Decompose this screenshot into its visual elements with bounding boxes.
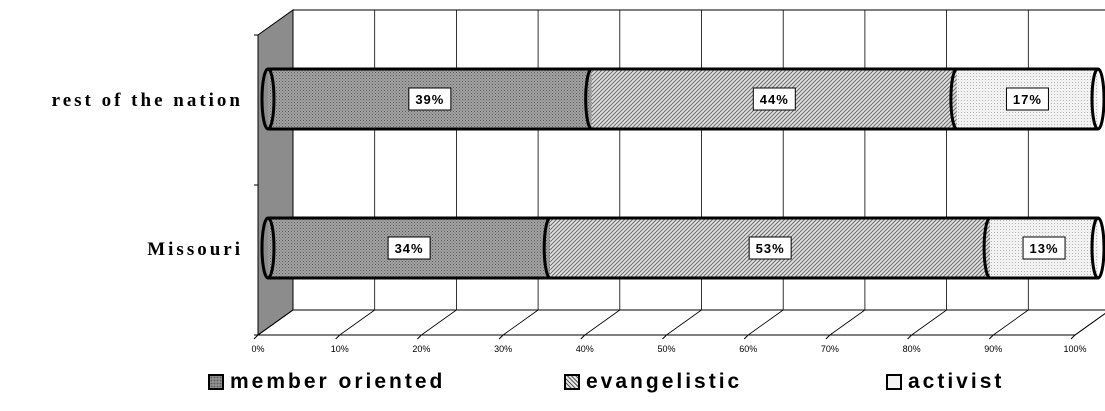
bar-left-cap	[260, 216, 276, 280]
x-tick-4	[580, 334, 586, 340]
x-tick-label: 40%	[576, 344, 594, 354]
category-label: rest of the nation	[52, 90, 243, 111]
data-label-activist-rest-of-the-nation: 17%	[1005, 87, 1049, 111]
floor-gridline-9	[993, 309, 1029, 336]
data-label: 13%	[1030, 241, 1059, 256]
x-tick-1	[335, 334, 341, 340]
data-label-box	[387, 236, 431, 260]
floor-gridline-4	[584, 309, 621, 336]
bar-outline	[268, 216, 1098, 280]
x-tick-label: 30%	[494, 344, 512, 354]
legend-item-member-oriented: member oriented	[208, 370, 445, 394]
x-tick-2	[417, 334, 422, 340]
floor-gridline-0	[257, 309, 294, 336]
x-tick-8	[907, 334, 912, 340]
data-label-member-oriented-rest-of-the-nation: 39%	[408, 87, 452, 111]
floor-gridline-5	[666, 309, 702, 336]
floor-gridline-6	[747, 309, 784, 336]
x-tick-label: 20%	[412, 344, 430, 354]
data-label-box	[748, 236, 792, 260]
x-tick-5	[662, 334, 667, 340]
data-label: 44%	[760, 92, 789, 107]
x-tick-7	[825, 334, 831, 340]
data-label: 17%	[1013, 92, 1042, 107]
legend-label-evangelistic: evangelistic	[586, 370, 743, 393]
floor-gridline-7	[829, 309, 866, 336]
data-label-evangelistic-rest-of-the-nation: 44%	[752, 87, 796, 111]
side-wall	[257, 9, 294, 336]
legend-item-activist: activist	[886, 370, 1004, 394]
x-tick-label: 10%	[331, 344, 349, 354]
data-label-member-oriented-missouri: 34%	[387, 236, 431, 260]
bar-left-cap	[260, 67, 276, 131]
floor-gridline-1	[339, 309, 375, 336]
x-tick-10	[1070, 334, 1076, 340]
legend-label-member-oriented: member oriented	[230, 370, 446, 393]
stacked-bar-chart: 0% 10% 20% 30% 40% 50% 60% 70% 80% 90% 100% rest o…	[52, 9, 1105, 354]
floor	[256, 309, 1105, 336]
x-tick-label: 90%	[984, 344, 1002, 354]
x-tick-6	[743, 334, 749, 340]
x-tick-0	[253, 334, 259, 340]
y-axis: rest of the nation Missouri	[52, 90, 243, 260]
legend-label-activist: activist	[908, 370, 1005, 393]
floor-gridline-2	[421, 309, 457, 336]
x-tick-label: 50%	[657, 344, 675, 354]
bar-outline	[268, 67, 1098, 131]
data-label-evangelistic-missouri: 53%	[748, 236, 792, 260]
data-label-box	[408, 87, 452, 111]
data-label-box	[1022, 236, 1066, 260]
data-label-activist-missouri: 13%	[1022, 236, 1066, 260]
legend-swatch-activist	[886, 374, 902, 390]
data-label: 34%	[395, 241, 424, 256]
floor-gridline-3	[502, 309, 539, 336]
x-tick-label: 60%	[739, 344, 757, 354]
x-tick-label: 80%	[903, 344, 921, 354]
bars: 39% 44% 17% 34% 53% 13%	[260, 67, 1105, 280]
chart-walls	[256, 9, 1105, 336]
x-tick-label: 100%	[1063, 344, 1086, 354]
data-label: 39%	[415, 92, 444, 107]
data-label-box	[1005, 87, 1049, 111]
x-tick-label: 70%	[821, 344, 839, 354]
floor-gridline-10	[1074, 313, 1105, 336]
floor-gridline-8	[911, 309, 947, 336]
x-tick-3	[498, 334, 504, 340]
legend: member oriented evangelistic activist	[0, 370, 1105, 406]
x-tick-9	[988, 334, 994, 340]
x-tick-label: 0%	[251, 344, 264, 354]
category-label: Missouri	[147, 239, 243, 260]
legend-swatch-member-oriented	[208, 374, 224, 390]
legend-swatch-evangelistic	[564, 374, 580, 390]
x-axis: 0% 10% 20% 30% 40% 50% 60% 70% 80% 90% 100%	[251, 34, 1087, 354]
legend-item-evangelistic: evangelistic	[564, 370, 742, 394]
data-label: 53%	[756, 241, 785, 256]
data-label-box	[752, 87, 796, 111]
